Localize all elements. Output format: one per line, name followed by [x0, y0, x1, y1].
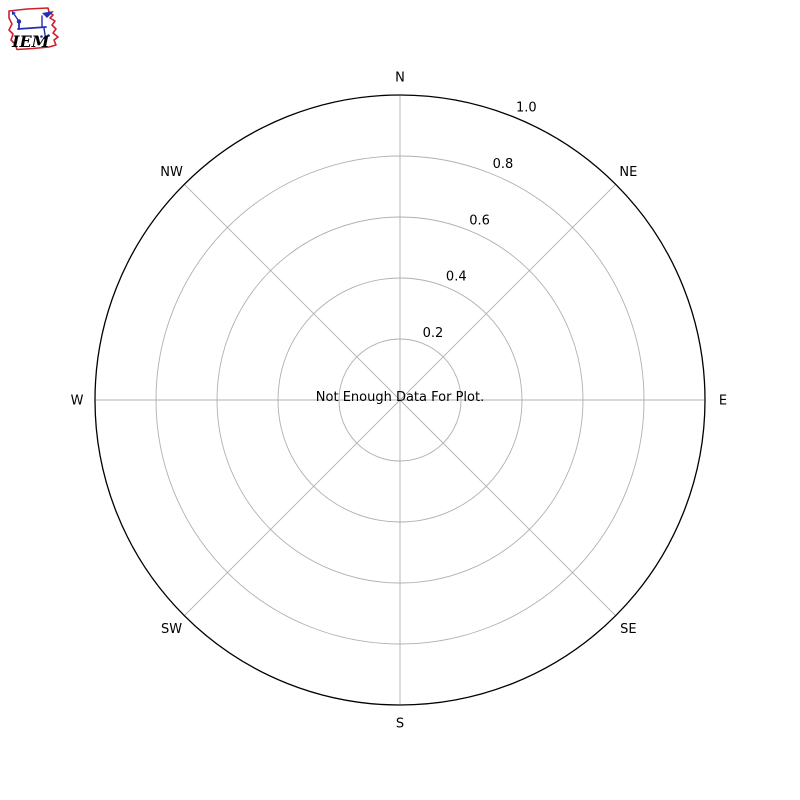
direction-label: E	[719, 394, 727, 409]
radial-tick-label: 0.6	[469, 213, 490, 228]
weather-vane-icon	[12, 11, 54, 40]
radial-tick-label: 0.2	[423, 326, 444, 341]
radial-tick-labels: 0.2 0.4 0.6 0.8 1.0	[423, 101, 537, 341]
radial-tick-label: 0.4	[446, 270, 467, 285]
iowa-outline-icon	[8, 7, 59, 51]
polar-outline	[94, 94, 706, 706]
direction-label: S	[396, 717, 404, 732]
direction-label: NW	[160, 165, 183, 180]
grid-spoke	[399, 399, 616, 616]
grid-spoke	[184, 399, 401, 616]
iem-logo: IEM	[8, 7, 59, 51]
direction-label: SE	[620, 622, 636, 637]
direction-label: SW	[161, 622, 182, 637]
direction-labels: N NE E SE S SW W NW	[71, 71, 728, 732]
radial-tick-label: 0.8	[493, 157, 514, 172]
direction-label: NE	[619, 165, 637, 180]
radial-tick-label: 1.0	[516, 101, 537, 116]
direction-label: N	[395, 71, 405, 86]
grid-spoke	[399, 184, 616, 401]
grid-spoke	[184, 184, 401, 401]
polar-grid-spokes	[95, 95, 705, 705]
logo-text: IEM	[11, 32, 51, 51]
direction-label: W	[71, 394, 84, 409]
no-data-message: Not Enough Data For Plot.	[316, 390, 484, 405]
